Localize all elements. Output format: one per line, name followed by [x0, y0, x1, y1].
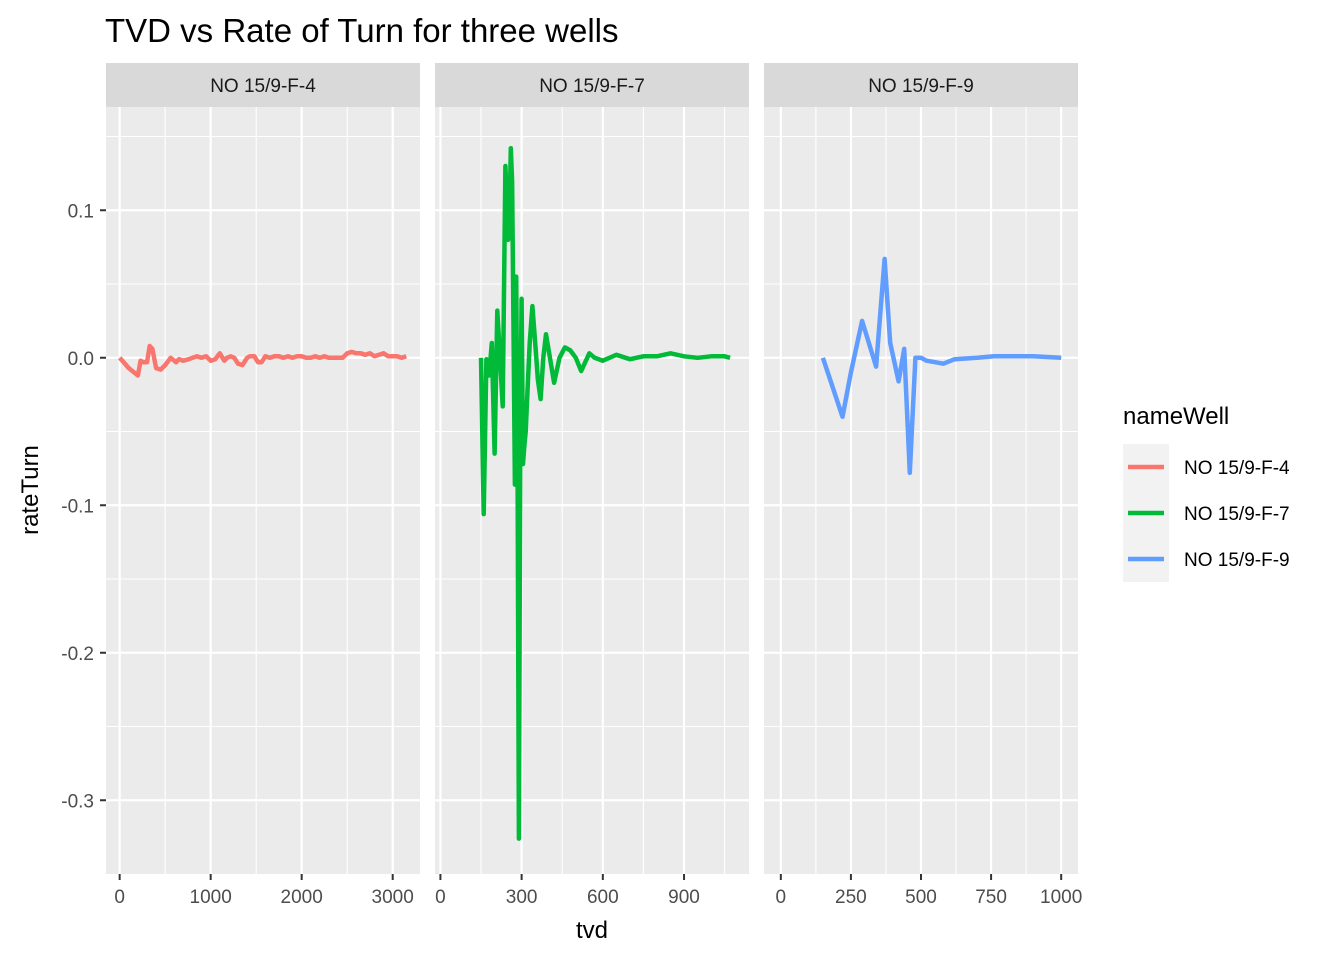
facet-strip-label: NO 15/9-F-7	[539, 76, 645, 97]
x-tick-label: 2000	[281, 887, 323, 908]
x-tick-label: 0	[776, 887, 787, 908]
series-line	[478, 146, 731, 841]
x-tick-label: 600	[587, 887, 619, 908]
x-tick-label: 1000	[1040, 887, 1082, 908]
y-tick-label: -0.2	[61, 644, 94, 665]
y-axis-label: rateTurn	[17, 445, 44, 535]
facet-strip-label: NO 15/9-F-9	[868, 76, 974, 97]
panel-background	[435, 107, 749, 874]
chart-title: TVD vs Rate of Turn for three wells	[105, 12, 619, 49]
x-tick-label: 3000	[372, 887, 414, 908]
legend-label: NO 15/9-F-4	[1184, 458, 1290, 479]
y-tick-label: 0.1	[68, 201, 94, 222]
facet-panels: NO 15/9-F-4 0 1000 2000 3000 NO 15/9-F-7 0 300 6…	[106, 63, 1082, 908]
x-tick-label: 1000	[190, 887, 232, 908]
series-line	[820, 256, 1062, 476]
legend-title: nameWell	[1123, 403, 1229, 430]
x-tick-label: 0	[435, 887, 446, 908]
y-tick-label: -0.1	[61, 496, 94, 517]
x-tick-label: 250	[835, 887, 867, 908]
x-tick-label: 0	[114, 887, 125, 908]
facet-strip-label: NO 15/9-F-4	[210, 76, 316, 97]
x-axis-label: tvd	[576, 917, 608, 944]
legend: nameWell NO 15/9-F-4 NO 15/9-F-7 NO 15/9-F…	[1123, 403, 1290, 582]
facet-strip	[106, 63, 420, 107]
legend-label: NO 15/9-F-7	[1184, 504, 1290, 525]
y-tick-label: 0.0	[68, 349, 94, 370]
facet-panel: NO 15/9-F-7 0 300 600 900	[435, 63, 749, 908]
x-tick-label: 900	[668, 887, 700, 908]
facet-strip	[764, 63, 1078, 107]
panel-background	[106, 107, 420, 874]
y-axis: 0.1 0.0 -0.1 -0.2 -0.3	[61, 201, 106, 812]
facet-panel: NO 15/9-F-4 0 1000 2000 3000	[106, 63, 420, 908]
series-line	[118, 343, 408, 378]
facet-strip	[435, 63, 749, 107]
facet-panel: NO 15/9-F-9 0 250 500 750 1000	[764, 63, 1082, 908]
y-tick-label: -0.3	[61, 791, 94, 812]
x-tick-label: 300	[506, 887, 538, 908]
x-tick-label: 500	[905, 887, 937, 908]
legend-label: NO 15/9-F-9	[1184, 550, 1290, 571]
x-tick-label: 750	[975, 887, 1007, 908]
